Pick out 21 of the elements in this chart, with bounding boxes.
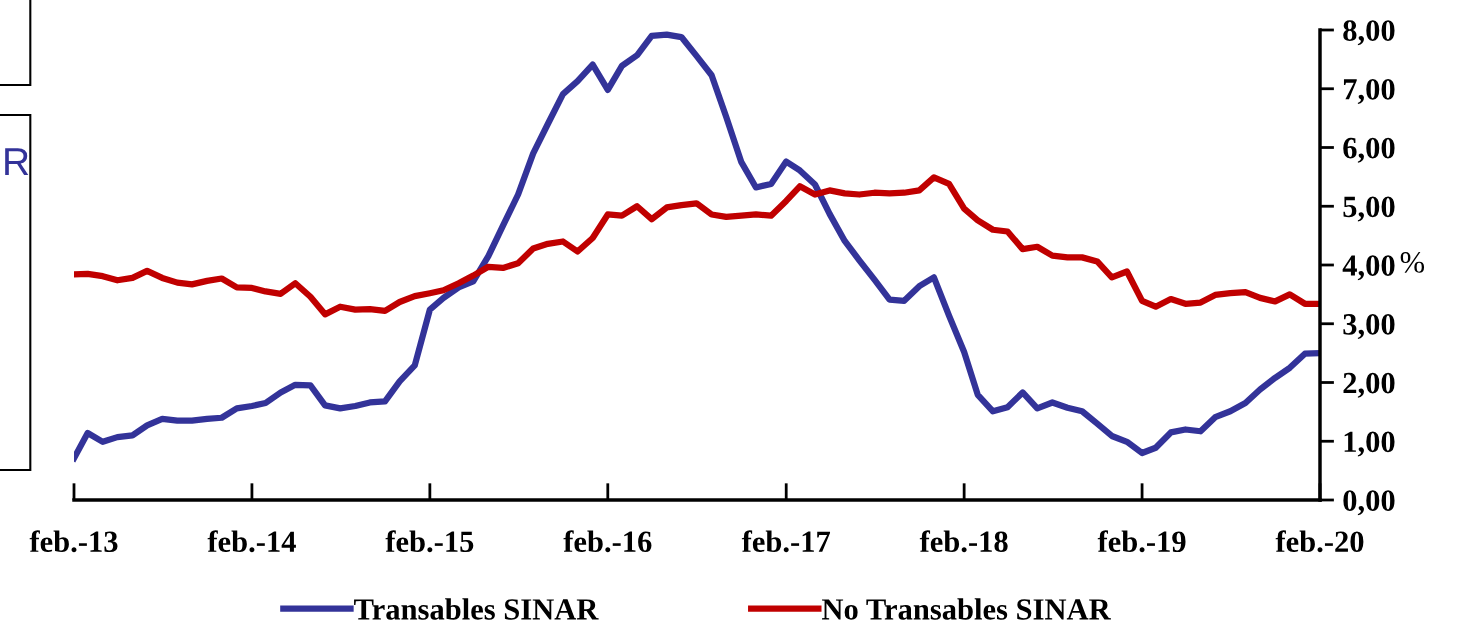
- x-tick-label: feb.-13: [29, 530, 118, 553]
- y-tick-label: 3,00: [1343, 314, 1395, 340]
- legend-label: No Transables SINAR: [822, 598, 1111, 620]
- y-tick-label: 1,00: [1344, 431, 1395, 457]
- legend-label: Transables SINAR: [354, 598, 599, 620]
- y-tick-label: 4,00: [1342, 255, 1395, 281]
- y-tick-label: 6,00: [1343, 137, 1395, 163]
- x-tick-label: feb.-20: [1275, 530, 1364, 553]
- y-tick-label: 2,00: [1343, 372, 1395, 398]
- y2-axis-title: %: [1400, 252, 1425, 273]
- x-tick-label: feb.-14: [207, 530, 296, 553]
- x-tick-label: feb.-16: [563, 530, 652, 553]
- x-tick-label: feb.-17: [741, 530, 831, 553]
- x-tick-label: feb.-15: [385, 530, 474, 553]
- x-tick-label: feb.-19: [1097, 530, 1186, 553]
- y-tick-label: 5,00: [1343, 196, 1395, 222]
- text: R: [5, 148, 29, 176]
- y-tick-label: 7,00: [1343, 79, 1395, 105]
- y-tick-label: 8,00: [1343, 20, 1395, 46]
- x-tick-label: feb.-18: [919, 530, 1008, 553]
- y-tick-label: 0,00: [1343, 490, 1395, 516]
